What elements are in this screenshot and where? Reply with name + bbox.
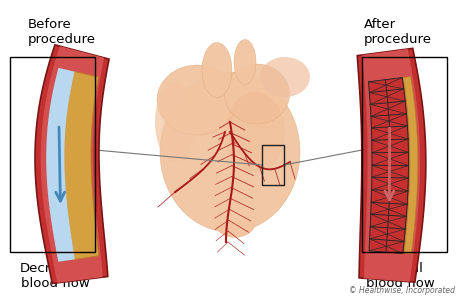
Text: Before
procedure: Before procedure — [28, 18, 96, 46]
Ellipse shape — [234, 40, 256, 85]
Bar — [262, 145, 283, 185]
Polygon shape — [35, 45, 109, 284]
Polygon shape — [403, 76, 417, 254]
Bar — [10, 57, 95, 252]
Bar — [361, 57, 446, 252]
Text: © Healthwise, Incorporated: © Healthwise, Incorporated — [348, 286, 454, 295]
Polygon shape — [46, 68, 75, 262]
Ellipse shape — [259, 57, 309, 97]
Ellipse shape — [202, 43, 231, 98]
Polygon shape — [64, 71, 99, 260]
Polygon shape — [361, 49, 419, 282]
Polygon shape — [214, 222, 254, 237]
Text: Normal
blood flow: Normal blood flow — [365, 262, 433, 290]
Ellipse shape — [224, 92, 285, 172]
Polygon shape — [357, 48, 425, 282]
Polygon shape — [367, 78, 409, 253]
Polygon shape — [41, 46, 104, 283]
Ellipse shape — [224, 64, 289, 124]
Text: Decreased
blood flow: Decreased blood flow — [19, 262, 90, 290]
Ellipse shape — [155, 82, 195, 162]
Text: After
procedure: After procedure — [363, 18, 431, 46]
Ellipse shape — [160, 72, 299, 232]
Ellipse shape — [157, 65, 236, 135]
